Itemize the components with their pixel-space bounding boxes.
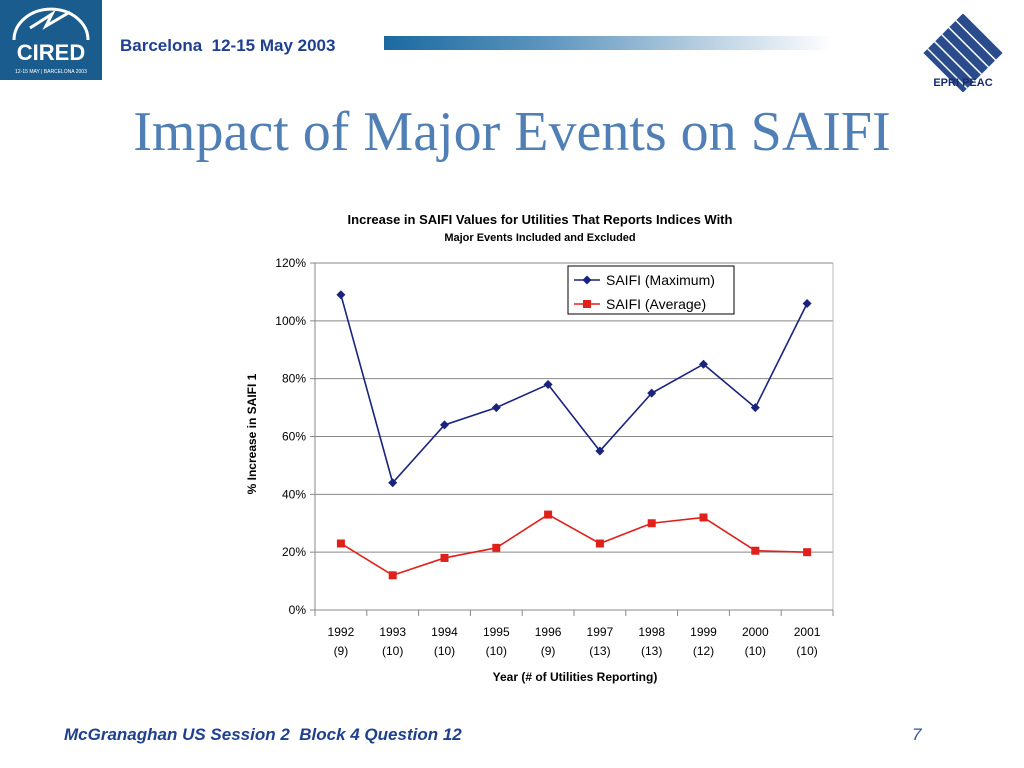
y-tick-label: 60%: [282, 430, 306, 444]
cired-logo: CIRED 12-15 MAY | BARCELONA 2003: [0, 0, 102, 80]
data-point-average: [440, 553, 449, 562]
legend-label: SAIFI (Maximum): [606, 272, 715, 288]
x-tick-sublabel: (12): [693, 644, 714, 658]
logo-left-text: CIRED: [17, 40, 85, 65]
logo-right-text: EPRI PEAC: [933, 77, 992, 89]
page-number: 7: [912, 725, 922, 744]
x-axis-label: Year (# of Utilities Reporting): [493, 670, 658, 684]
epri-peac-logo: EPRI PEAC: [918, 13, 1008, 93]
data-point-maximum: [543, 379, 553, 389]
chart-subtitle: Major Events Included and Excluded: [444, 232, 635, 244]
y-axis-label: % Increase in SAIFI 1: [245, 373, 259, 494]
series: [336, 290, 812, 580]
data-point-average: [699, 513, 708, 522]
x-tick-sublabel: (9): [334, 644, 349, 658]
x-tick-sublabel: (10): [796, 644, 817, 658]
data-point-average: [544, 510, 553, 519]
x-tick-sublabel: (9): [541, 644, 556, 658]
data-point-maximum: [336, 290, 346, 300]
x-tick-label: 1996: [535, 625, 562, 639]
x-tick-sublabel: (13): [589, 644, 610, 658]
data-point-average: [336, 539, 345, 548]
gridlines: [315, 262, 833, 553]
axes: [310, 262, 834, 616]
data-point-maximum: [750, 403, 760, 413]
data-point-maximum: [440, 420, 449, 430]
x-tick-sublabel: (10): [382, 644, 403, 658]
data-point-average: [492, 543, 501, 552]
data-point-maximum: [647, 388, 657, 398]
y-tick-label: 100%: [275, 314, 306, 328]
data-point-average: [595, 539, 604, 548]
x-tick-label: 1997: [587, 625, 614, 639]
x-tick-label: 1993: [379, 625, 406, 639]
chart-title: Increase in SAIFI Values for Utilities T…: [348, 212, 733, 227]
y-tick-labels: 0% 20% 40% 60% 80% 100% 120%: [275, 256, 306, 617]
data-point-average: [647, 519, 656, 528]
x-tick-label: 1995: [483, 625, 510, 639]
y-tick-label: 40%: [282, 487, 306, 501]
legend-label: SAIFI (Average): [606, 296, 706, 312]
x-tick-label: 1992: [328, 625, 355, 639]
data-point-maximum: [595, 446, 605, 456]
series-line-1: [340, 294, 808, 485]
x-tick-label: 1998: [638, 625, 665, 639]
x-tick-label: 2001: [794, 625, 821, 639]
y-tick-label: 20%: [282, 545, 306, 559]
x-tick-sublabel: (10): [434, 644, 455, 658]
header-gradient-bar: [384, 36, 834, 50]
x-tick-sublabel: (10): [486, 644, 507, 658]
x-tick-labels: 1992 (9) 1993 (10) 1994 (10) 1995 (10) 1996 (9) 19…: [328, 625, 821, 658]
data-point-maximum: [491, 403, 501, 413]
saifi-line-chart: Increase in SAIFI Values for Utilities T…: [245, 212, 834, 684]
chart-legend: SAIFI (Maximum) SAIFI (Average): [567, 265, 735, 315]
x-tick-label: 1999: [690, 625, 717, 639]
x-tick-sublabel: (13): [641, 644, 662, 658]
legend-marker: [583, 300, 591, 308]
x-tick-label: 1994: [431, 625, 458, 639]
legend-marker: [582, 275, 592, 285]
logo-left-subtext: 12-15 MAY | BARCELONA 2003: [15, 69, 87, 75]
y-tick-label: 80%: [282, 372, 306, 386]
y-tick-label: 120%: [275, 256, 306, 270]
footer-text: McGranaghan US Session 2 Block 4 Questio…: [64, 725, 462, 744]
series-line-2: [340, 513, 808, 577]
data-point-maximum: [699, 359, 708, 369]
x-tick-label: 2000: [742, 625, 769, 639]
event-line: Barcelona 12-15 May 2003: [120, 36, 336, 55]
y-tick-label: 0%: [289, 603, 307, 617]
data-point-average: [803, 548, 812, 557]
x-tick-sublabel: (10): [745, 644, 766, 658]
data-point-maximum: [802, 298, 812, 308]
data-point-average: [751, 546, 760, 555]
slide-title: Impact of Major Events on SAIFI: [133, 101, 891, 163]
data-point-average: [388, 571, 397, 580]
data-point-maximum: [388, 478, 398, 488]
